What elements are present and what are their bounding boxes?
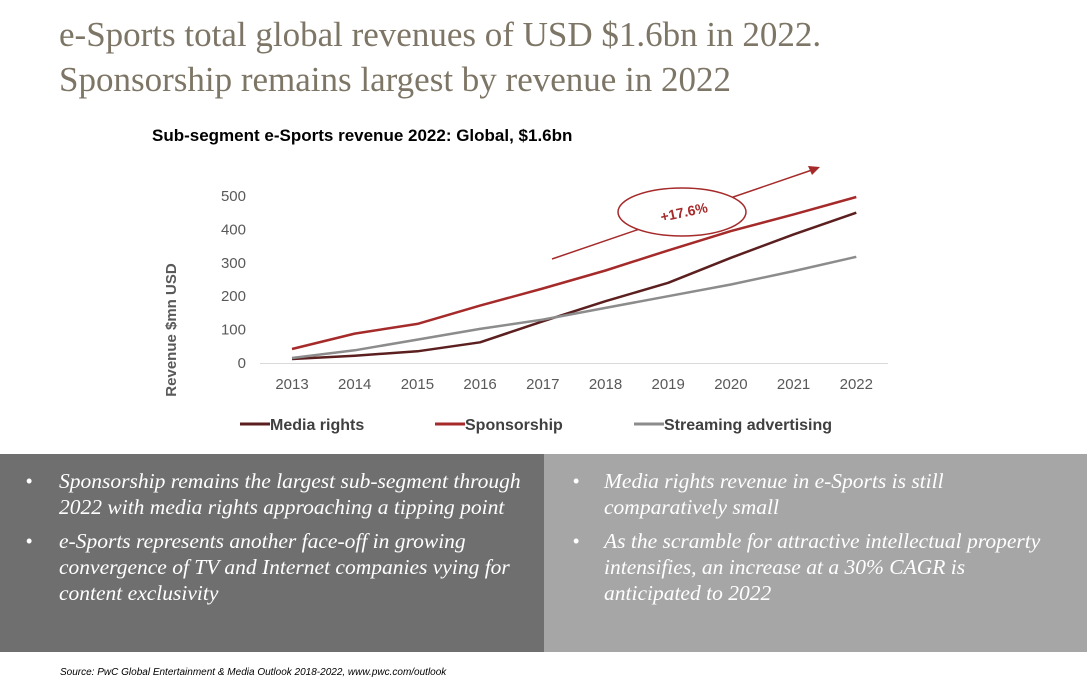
y-tick-label: 300 xyxy=(221,255,246,272)
x-tick-label: 2022 xyxy=(840,376,873,393)
y-tick-label: 100 xyxy=(221,322,246,339)
x-tick-label: 2017 xyxy=(526,376,559,393)
page-title: e-Sports total global revenues of USD $1… xyxy=(59,12,1059,102)
y-tick-label: 200 xyxy=(221,288,246,305)
page-title-line-1: e-Sports total global revenues of USD $1… xyxy=(59,15,822,54)
right-bullet-2: As the scramble for attractive intellect… xyxy=(544,528,1067,606)
x-tick-label: 2014 xyxy=(338,376,371,393)
series-line-1 xyxy=(291,195,857,351)
page-title-line-2: Sponsorship remains largest by revenue i… xyxy=(59,60,732,99)
x-axis-ticks: 2013 2014 2015 2016 2017 2018 2019 2020 2021 2022 xyxy=(275,376,873,393)
y-axis-label: Revenue $mn USD xyxy=(163,263,180,397)
series-lines xyxy=(291,195,857,361)
left-notes-panel: Sponsorship remains the largest sub-segm… xyxy=(0,454,544,652)
right-bullet-1: Media rights revenue in e-Sports is stil… xyxy=(544,468,1067,520)
x-tick-label: 2021 xyxy=(777,376,810,393)
x-tick-label: 2018 xyxy=(589,376,622,393)
growth-ellipse xyxy=(617,187,747,237)
left-bullet-1: Sponsorship remains the largest sub-segm… xyxy=(0,468,524,520)
left-bullet-2: e-Sports represents another face-off in … xyxy=(0,528,524,606)
series-line-2 xyxy=(291,255,857,360)
legend-label-0: Media rights xyxy=(270,417,364,434)
x-tick-label: 2016 xyxy=(463,376,496,393)
legend-label-2: Streaming advertising xyxy=(664,417,832,434)
series-line-0 xyxy=(291,211,857,361)
x-tick-label: 2019 xyxy=(652,376,685,393)
y-tick-label: 500 xyxy=(221,188,246,205)
y-axis-ticks: 0 100 200 300 400 500 xyxy=(221,188,246,372)
legend-label-1: Sponsorship xyxy=(465,417,563,434)
right-notes-panel: Media rights revenue in e-Sports is stil… xyxy=(544,454,1087,652)
chart-title: Sub-segment e-Sports revenue 2022: Globa… xyxy=(152,126,573,145)
chart-legend: Media rights Sponsorship Streaming adverti… xyxy=(240,417,832,434)
source-note: Source: PwC Global Entertainment & Media… xyxy=(60,667,447,678)
y-tick-label: 0 xyxy=(238,355,246,372)
growth-annotation: +17.6% xyxy=(551,166,820,260)
x-tick-label: 2013 xyxy=(275,376,308,393)
x-tick-label: 2015 xyxy=(401,376,434,393)
x-tick-label: 2020 xyxy=(714,376,747,393)
y-tick-label: 400 xyxy=(221,221,246,238)
growth-arrow-head xyxy=(808,166,820,175)
y-axis-label-group: Revenue $mn USD xyxy=(163,263,180,397)
